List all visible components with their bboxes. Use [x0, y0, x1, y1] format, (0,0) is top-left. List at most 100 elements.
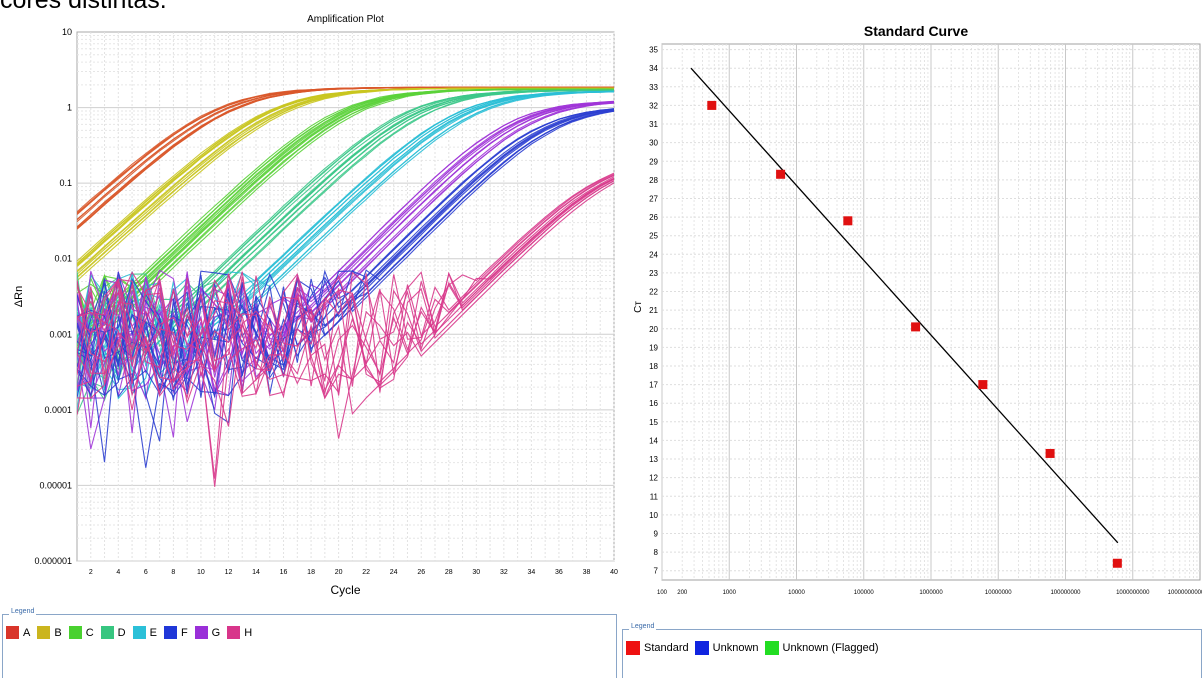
x-tick-label: 20: [335, 569, 343, 576]
legend-swatch: [626, 641, 640, 655]
y-tick-label: 33: [649, 83, 658, 92]
legend-label: G: [211, 626, 221, 639]
y-tick-label: 18: [649, 362, 658, 371]
legend-item-unknown-flagged: Unknown (Flagged): [764, 641, 879, 655]
x-tick-label: 24: [390, 569, 398, 576]
series-line-h: [77, 182, 614, 439]
x-tick-label: 16: [280, 569, 288, 576]
x-tick-label: 22: [362, 569, 370, 576]
legend-swatch: [100, 626, 114, 639]
legend-label: A: [23, 626, 31, 639]
y-tick-label: 22: [649, 288, 658, 297]
y-tick-label: 8: [654, 548, 659, 557]
legend-title: Legend: [629, 623, 657, 630]
y-tick-label: 30: [649, 139, 658, 148]
legend-item-unknown: Unknown: [694, 641, 759, 655]
y-tick-label: 15: [649, 418, 658, 427]
y-tick-label: 0.00001: [39, 480, 72, 490]
gridlines: [661, 44, 1200, 580]
y-tick-label: 32: [649, 101, 658, 110]
legend-swatch: [764, 641, 779, 655]
legend-title: Legend: [9, 608, 37, 615]
legend-label: F: [180, 626, 188, 639]
legend-item-d: D: [100, 626, 126, 639]
x-tick-label: 14: [252, 569, 260, 576]
legend-item-h: H: [227, 626, 252, 639]
x-tick-label: 10000000000: [1168, 590, 1202, 596]
x-tick-label: 40: [610, 569, 618, 576]
standard-curve-plot: Standard Curve 7 8 9 10 11 12 13 14 15 16 17 18 19 20 2…: [633, 23, 1202, 596]
legend-swatch: [227, 626, 241, 639]
x-tick-label: 100: [657, 590, 668, 596]
x-tick-label: 10000: [788, 590, 805, 596]
legend-items: Standard Unknown Unknown (Flagged): [626, 641, 885, 655]
series-line-g: [77, 102, 614, 438]
series-line-f: [77, 110, 614, 390]
legend-item-a: A: [6, 626, 30, 639]
data-point: [978, 380, 988, 390]
legend-swatch: [163, 626, 177, 639]
x-tick-label: 28: [445, 569, 453, 576]
series-line-h: [77, 177, 614, 400]
x-tick-label: 6: [144, 569, 148, 576]
x-tick-label: 200: [677, 590, 688, 596]
x-tick-label: 18: [307, 569, 315, 576]
legend-label: Standard: [644, 642, 689, 654]
x-axis-label: Cycle: [330, 583, 360, 597]
y-tick-label: 14: [649, 436, 658, 445]
data-point: [911, 322, 921, 332]
x-tick-label: 36: [555, 569, 563, 576]
y-tick-label: 11: [650, 492, 659, 501]
x-tick-label: 30: [472, 569, 480, 576]
chart-title: Standard Curve: [864, 23, 968, 39]
legend-label: B: [54, 626, 62, 639]
y-tick-label: 0.0001: [44, 405, 72, 415]
y-tick-label: 17: [649, 381, 658, 390]
y-tick-label: 13: [649, 455, 658, 464]
series-line-c: [77, 88, 614, 357]
legend-swatch: [694, 641, 709, 655]
legend-swatch: [132, 626, 146, 639]
legend-item-g: G: [194, 626, 221, 639]
x-tick-label: 32: [500, 569, 508, 576]
y-tick-label: 12: [649, 474, 658, 483]
x-tick-label: 38: [583, 569, 591, 576]
series-line-f: [77, 109, 614, 463]
data-point: [776, 169, 786, 179]
legend-item-b: B: [37, 626, 62, 639]
y-tick-label: 19: [649, 343, 658, 352]
series-line-g: [77, 101, 614, 373]
legend-label: E: [149, 626, 157, 639]
series-line-b: [77, 87, 614, 282]
regression-line: [690, 67, 1119, 544]
legend-label: Unknown: [712, 642, 759, 654]
series-line-h: [77, 172, 614, 487]
x-tick-label: 8: [171, 569, 175, 576]
x-tick-label: 100000: [854, 590, 875, 596]
y-axis-label: Cт: [633, 301, 644, 313]
legend-item-e: E: [132, 626, 157, 639]
x-tick-label: 4: [116, 569, 120, 576]
caption-text: cores distintas.: [0, 0, 167, 14]
amplification-legend: Legend A B C D E F G H: [2, 608, 617, 678]
legend-item-c: C: [68, 626, 94, 639]
series-line-g: [77, 101, 614, 397]
x-tick-label: 26: [417, 569, 425, 576]
y-tick-label: 1: [67, 103, 72, 113]
legend-swatch: [6, 626, 19, 639]
y-tick-label: 20: [649, 325, 658, 334]
y-axis-label: ΔRn: [13, 286, 25, 307]
legend-item-f: F: [163, 626, 188, 639]
data-point: [843, 216, 853, 226]
y-tick-label: 21: [649, 306, 658, 315]
y-tick-label: 10: [649, 511, 658, 520]
y-tick-label: 24: [649, 250, 658, 259]
y-tick-label: 0.1: [59, 178, 72, 188]
y-tick-label: 29: [649, 157, 658, 166]
chart-title: Amplification Plot: [307, 14, 384, 25]
y-tick-label: 10: [62, 27, 72, 37]
legend-label: Unknown (Flagged): [782, 642, 879, 654]
standard-curve-legend: Legend Standard Unknown Unknown (Flagged): [622, 623, 1202, 678]
data-point: [1112, 558, 1122, 568]
y-tick-label: 9: [654, 529, 659, 538]
